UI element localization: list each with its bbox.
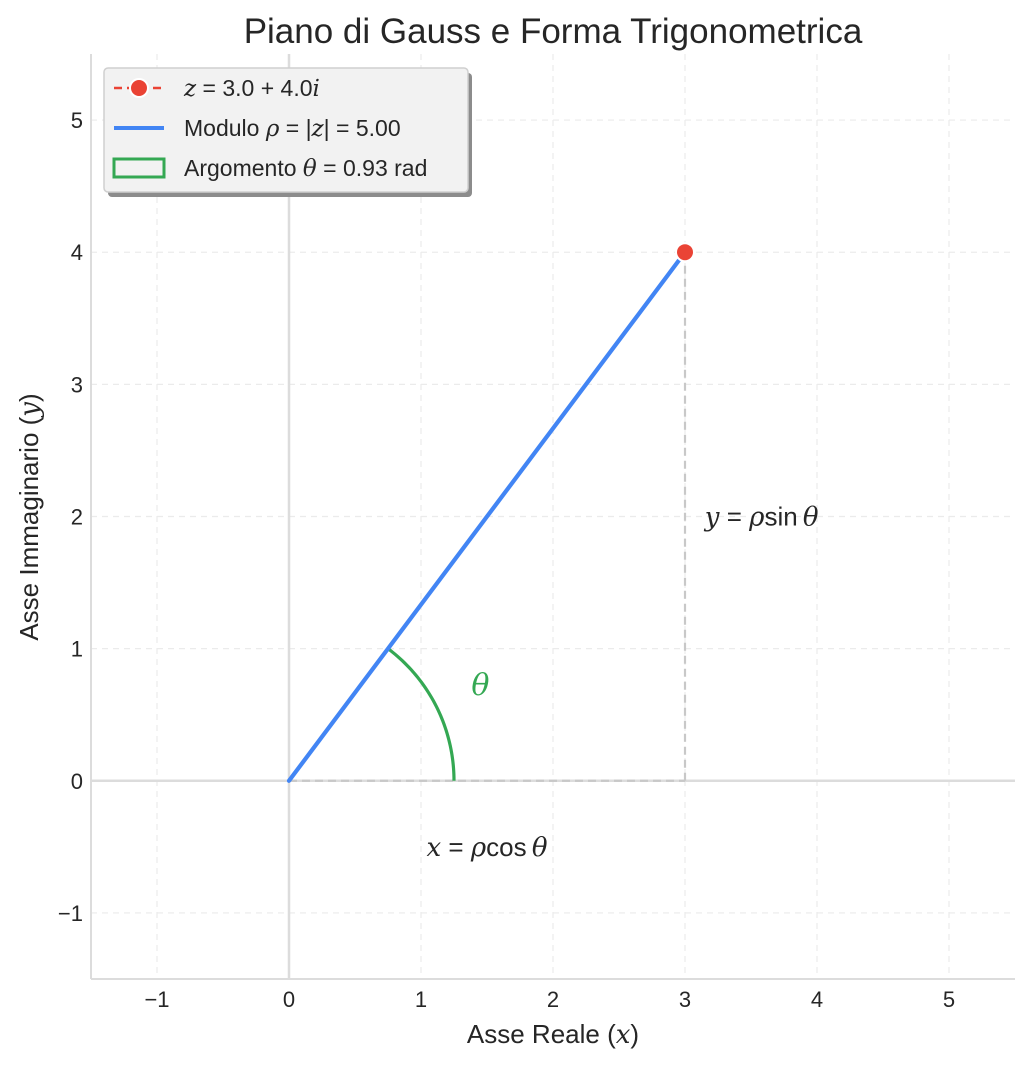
legend-entry-1-part-3: z — [311, 116, 325, 142]
y-tick-label-5: 4 — [71, 240, 83, 265]
legend-entry-2-part-0: Argomento — [184, 155, 303, 181]
x-axis-label-text: Asse Reale ( — [467, 1019, 616, 1049]
annotation-y-formula-part-1: = — [720, 502, 750, 532]
legend-box — [103, 67, 469, 193]
x-axis-label-var: x — [616, 1020, 631, 1050]
legend-entry-2-part-2: = 0.93 rad — [317, 155, 428, 181]
y-tick-label-6: 5 — [71, 108, 83, 133]
y-tick-label-3: 2 — [71, 505, 83, 530]
legend-entry-1-part-0: Modulo — [184, 115, 266, 141]
legend-entry-1-part-1: ρ — [265, 116, 280, 142]
x-axis-label: Asse Reale (x) — [467, 1019, 639, 1050]
y-tick-label-0: −1 — [58, 901, 83, 926]
plot-area: θx = ρcos θy = ρsin θ — [286, 242, 819, 863]
legend-entry-0-part-0: z — [183, 76, 197, 102]
annotation-y-formula-part-5: θ — [803, 503, 819, 533]
tick-labels: −1 0 1 2 3 4 5 −1 0 1 2 3 4 5 — [58, 108, 955, 1012]
chart-title: Piano di Gauss e Forma Trigonometrica — [244, 12, 863, 51]
legend-entry-1-part-4: | = 5.00 — [324, 115, 401, 141]
annotation-y-formula-part-2: ρ — [748, 503, 765, 533]
x-tick-label-3: 2 — [547, 987, 559, 1012]
x-tick-label-5: 4 — [811, 987, 823, 1012]
legend-entry-0: z = 3.0 + 4.0i — [183, 75, 320, 102]
annotation-x-formula-part-3: cos — [486, 832, 526, 862]
legend-entry-1: Modulo ρ = |z| = 5.00 — [184, 115, 401, 142]
x-tick-label-2: 1 — [415, 987, 427, 1012]
y-tick-label-1: 0 — [71, 769, 83, 794]
x-axis-label-close: ) — [630, 1019, 639, 1049]
modulus-line — [286, 250, 688, 783]
legend-entry-2: Argomento θ = 0.93 rad — [184, 155, 427, 182]
annotation-theta-part-0: θ — [471, 668, 489, 703]
annotation-y-formula: y = ρsin θ — [704, 502, 819, 533]
annotation-x-formula: x = ρcos θ — [427, 832, 548, 863]
annotation-y-formula-part-0: y — [704, 503, 720, 533]
legend-marker-rect-2 — [112, 157, 166, 179]
annotation-x-formula-part-0: x — [427, 833, 442, 863]
x-tick-label-6: 5 — [943, 987, 955, 1012]
annotation-x-formula-part-1: = — [441, 832, 471, 862]
x-tick-label-1: 0 — [283, 987, 295, 1012]
annotation-x-formula-part-5: θ — [532, 833, 548, 863]
annotation-y-formula-part-3: sin — [764, 502, 797, 532]
x-tick-label-0: −1 — [144, 987, 169, 1012]
complex-point-z — [675, 242, 695, 263]
legend-entry-0-part-2: i — [313, 76, 320, 102]
y-axis-label-var: y — [15, 402, 45, 418]
legend-entry-0-part-1: = 3.0 + 4.0 — [196, 75, 312, 101]
y-tick-label-2: 1 — [71, 637, 83, 662]
y-tick-label-4: 3 — [71, 372, 83, 397]
x-tick-label-4: 3 — [679, 987, 691, 1012]
y-axis-label-close: ) — [14, 393, 44, 402]
legend-marker-point-0 — [129, 78, 149, 98]
annotation-x-formula-part-2: ρ — [470, 833, 487, 863]
y-axis-label-text: Asse Immaginario ( — [14, 416, 44, 640]
y-axis-label: Asse Immaginario (y) — [14, 393, 45, 640]
annotation-theta: θ — [471, 668, 489, 703]
legend-entry-1-part-2: = | — [279, 115, 311, 141]
legend-entry-2-part-1: θ — [303, 156, 317, 182]
argument-arc — [386, 647, 456, 781]
